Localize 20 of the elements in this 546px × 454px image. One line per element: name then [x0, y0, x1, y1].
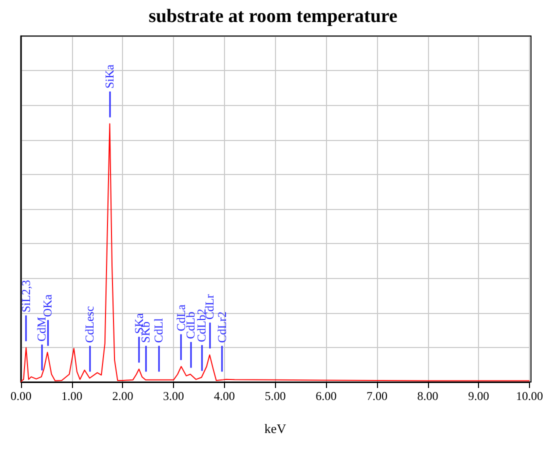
x-tick-label: 6.00	[316, 389, 337, 403]
x-tick-label: 9.00	[468, 389, 490, 403]
x-tick-label: 3.00	[163, 389, 184, 403]
x-tick-label: 5.00	[264, 389, 286, 403]
annotation: CdLl	[151, 318, 166, 343]
x-tick-label: 7.00	[366, 389, 388, 403]
annotation: OKa	[40, 294, 54, 318]
x-tick-label: 1.00	[61, 389, 82, 403]
x-tick-label: 0.00	[10, 389, 32, 403]
annotation: CdLr2	[214, 312, 229, 343]
x-tick-label: 8.00	[417, 389, 438, 403]
x-tick-label: 2.00	[112, 389, 134, 403]
x-tick-label: 10.00	[516, 389, 543, 403]
annotation: SiKa	[102, 64, 117, 89]
annotation: SiL2,3	[19, 280, 34, 312]
annotation: CdM	[34, 316, 48, 342]
x-tick-label: 4.00	[214, 389, 235, 403]
chart-title: substrate at room temperature	[148, 6, 398, 27]
annotation: CdLesc	[82, 306, 97, 343]
x-axis-title: keV	[264, 421, 287, 436]
